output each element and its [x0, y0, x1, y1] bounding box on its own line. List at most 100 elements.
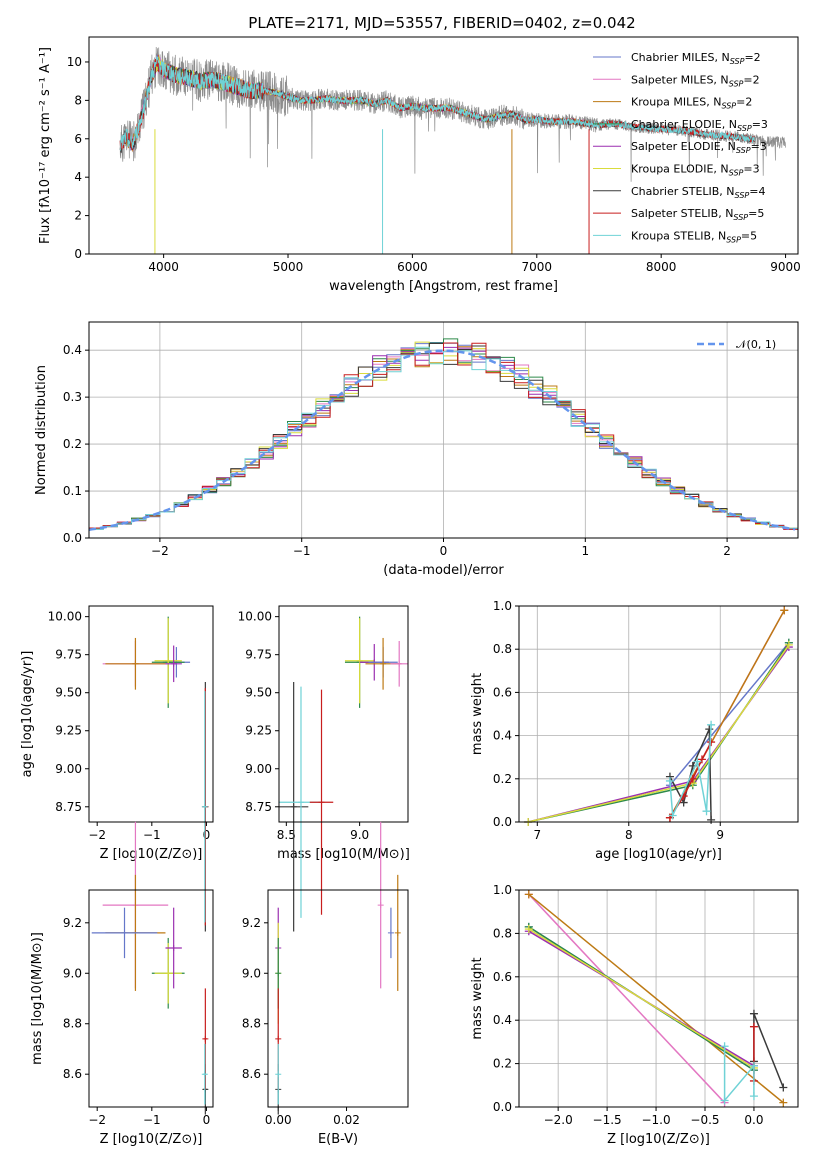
y-tick-label: 8.75	[245, 800, 272, 814]
x-tick-label: 8	[625, 828, 633, 842]
y-tick-label: 9.2	[63, 916, 82, 930]
data-point-marker	[720, 1096, 729, 1105]
x-axis-label: mass [log10(M/M⊙)]	[277, 847, 410, 862]
legend-entry: Kroupa STELIB, NSSP=5	[631, 229, 757, 244]
y-tick-label: 9.0	[63, 966, 82, 980]
data-point-marker	[377, 902, 384, 909]
histogram-kroupa-stelib	[89, 346, 798, 532]
y-tick-label: 9.75	[55, 648, 82, 662]
x-tick-label: 0	[440, 544, 448, 558]
series-line-salpeter-miles	[528, 893, 726, 1104]
y-tick-label: 0	[74, 247, 82, 261]
x-tick-label: −2.0	[544, 1113, 573, 1127]
data-point-marker	[784, 640, 793, 649]
x-tick-label: 2	[723, 544, 731, 558]
data-point-marker	[318, 799, 325, 806]
y-tick-label: 9.75	[245, 648, 272, 662]
data-point-marker	[707, 815, 716, 824]
y-tick-label: 9.25	[245, 724, 272, 738]
data-point-marker	[201, 1071, 208, 1078]
x-tick-label: 9000	[770, 260, 801, 274]
x-tick-label: −1	[293, 544, 311, 558]
panel-mass_vs_ebv: 0.00 0.02 8.6 8.8 9.0 9.2 E(B-V)	[242, 821, 409, 1147]
y-tick-label: 0.4	[63, 343, 82, 357]
y-axis-label: Normed distribution	[34, 365, 49, 495]
axes-frame	[518, 889, 799, 1108]
y-tick-label: 0.2	[493, 1057, 512, 1071]
legend-entry: Chabrier MILES, NSSP=2	[631, 51, 761, 66]
y-tick-label: 9.2	[242, 916, 261, 930]
y-tick-label: 0.8	[493, 642, 512, 656]
x-tick-label: 5000	[273, 260, 304, 274]
y-tick-label: 8.8	[242, 1017, 261, 1031]
y-axis-label: age [log10(age/yr)]	[20, 651, 35, 778]
panel-residuals: −2 −1 0 1 2 0.0 0.1 0.2 0.3 0.4 (data-model)/error…	[34, 321, 799, 578]
x-axis-label: age [log10(age/yr)]	[595, 847, 722, 862]
y-tick-label: 1.0	[493, 883, 512, 897]
y-tick-label: 1.0	[493, 599, 512, 613]
data-point-marker	[693, 757, 702, 766]
axes-frame	[88, 36, 799, 255]
y-tick-label: 0.0	[493, 815, 512, 829]
y-tick-label: 0.3	[63, 390, 82, 404]
data-point-marker	[165, 657, 172, 664]
x-axis-label: (data-model)/error	[383, 563, 504, 578]
y-tick-label: 4	[74, 170, 82, 184]
data-point-marker	[749, 1061, 758, 1070]
y-tick-label: 8.6	[242, 1067, 261, 1081]
data-point-marker	[524, 890, 533, 899]
data-point-marker	[780, 606, 789, 615]
y-tick-label: 9.00	[55, 762, 82, 776]
legend-entry: Salpeter MILES, NSSP=2	[631, 73, 760, 88]
data-point-marker	[749, 1009, 758, 1018]
y-tick-label: 9.50	[55, 686, 82, 700]
data-point-marker	[705, 725, 714, 734]
panel-mass_vs_Z: −2 −1 0 8.6 8.8 9.0 9.2 Z [log10(Z/Z⊙)] mass [lo…	[30, 821, 214, 1147]
y-tick-label: 6	[74, 132, 82, 146]
data-point-marker	[170, 945, 177, 952]
y-tick-label: 0.1	[63, 484, 82, 498]
y-axis-label: mass weight	[470, 673, 485, 755]
axes-frame	[88, 889, 214, 1108]
y-tick-label: 9.25	[55, 724, 82, 738]
x-tick-label: −2	[88, 828, 106, 842]
data-point-marker	[275, 1071, 282, 1078]
observed-spectrum	[119, 46, 786, 182]
y-tick-label: 10.00	[238, 610, 272, 624]
data-point-marker	[297, 799, 304, 806]
y-tick-label: 10.00	[48, 610, 82, 624]
y-tick-label: 9.50	[245, 686, 272, 700]
x-axis-label: Z [log10(Z/Z⊙)]	[100, 847, 203, 862]
axes-frame	[88, 605, 214, 823]
data-point-marker	[290, 803, 297, 810]
y-tick-label: 0.6	[493, 970, 512, 984]
data-point-marker	[275, 1035, 282, 1042]
data-point-marker	[132, 660, 139, 667]
normal-reference-curve	[88, 349, 796, 532]
y-tick-label: 8.6	[63, 1067, 82, 1081]
data-point-marker	[720, 1042, 729, 1051]
x-tick-label: −0.5	[690, 1113, 719, 1127]
model-spectrum-kroupa-miles	[125, 54, 590, 152]
x-tick-label: 9	[716, 828, 724, 842]
panel-weight_vs_Z: −2.0 −1.5 −1.0 −0.5 0.0 0.0 0.2 0.4 0.6 0.8 1.0 Z […	[470, 883, 799, 1147]
x-tick-label: −1.0	[641, 1113, 670, 1127]
x-tick-label: 9.0	[350, 828, 369, 842]
series-line-chabrier-elodie	[527, 642, 790, 823]
x-tick-label: −1	[143, 1113, 161, 1127]
x-tick-label: 4000	[148, 260, 179, 274]
data-point-marker	[707, 738, 716, 747]
panel-weight_vs_age: 7 8 9 0.0 0.2 0.4 0.6 0.8 1.0 age [log10(age/yr)]…	[470, 599, 799, 862]
y-tick-label: 0.0	[493, 1100, 512, 1114]
data-point-marker	[394, 929, 401, 936]
data-point-marker	[707, 720, 716, 729]
y-tick-label: 10	[67, 55, 82, 69]
y-axis-label: mass weight	[470, 957, 485, 1039]
y-tick-label: 0.2	[63, 437, 82, 451]
data-point-marker	[165, 970, 172, 977]
data-point-marker	[387, 929, 394, 936]
axes-frame	[518, 605, 799, 823]
x-tick-label: 0	[203, 1113, 211, 1127]
data-point-marker	[396, 660, 403, 667]
y-tick-label: 0.6	[493, 685, 512, 699]
